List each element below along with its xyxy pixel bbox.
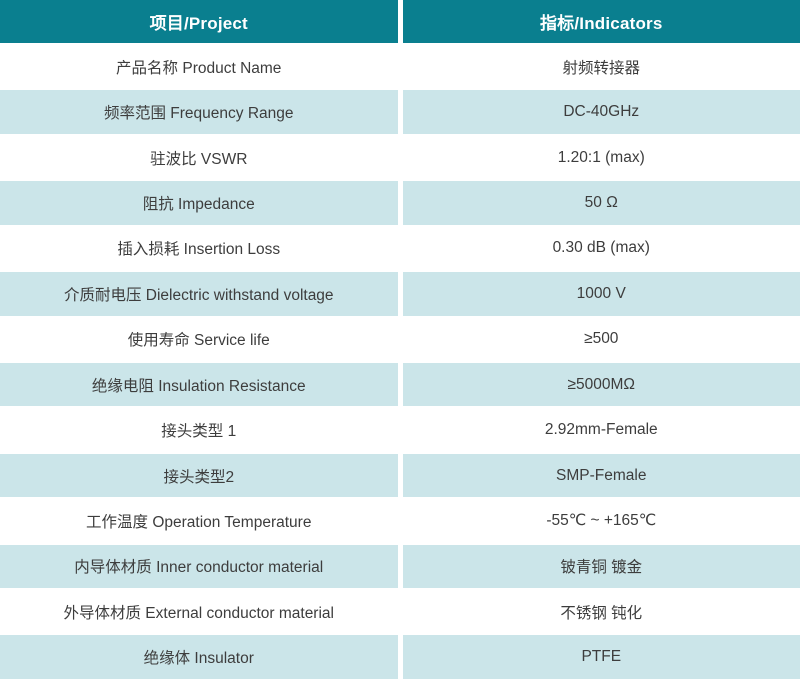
column-header-project: 项目/Project xyxy=(0,0,398,43)
table-row: 工作温度 Operation Temperature -55℃ ~ +165℃ xyxy=(0,499,800,543)
project-cell: 插入损耗 Insertion Loss xyxy=(0,226,398,271)
project-cell: 使用寿命 Service life xyxy=(0,317,398,361)
indicator-cell: 0.30 dB (max) xyxy=(402,226,800,271)
table-row: 频率范围 Frequency Range DC-40GHz xyxy=(0,90,800,134)
table-row: 使用寿命 Service life ≥500 xyxy=(0,317,800,361)
table-row: 内导体材质 Inner conductor material 铍青铜 镀金 xyxy=(0,544,800,589)
project-cell: 驻波比 VSWR xyxy=(0,135,398,180)
table-row: 绝缘电阻 Insulation Resistance ≥5000MΩ xyxy=(0,362,800,407)
project-cell: 绝缘电阻 Insulation Resistance xyxy=(0,362,398,407)
indicator-cell: 1.20:1 (max) xyxy=(402,135,800,180)
indicator-cell: SMP-Female xyxy=(402,453,800,498)
indicator-cell: ≥500 xyxy=(402,317,800,361)
project-cell: 介质耐电压 Dielectric withstand voltage xyxy=(0,272,398,316)
indicator-cell: 铍青铜 镀金 xyxy=(402,544,800,589)
indicator-cell: 不锈钢 钝化 xyxy=(402,590,800,634)
table-row: 绝缘体 Insulator PTFE xyxy=(0,635,800,679)
indicator-cell: PTFE xyxy=(402,635,800,679)
indicator-cell: -55℃ ~ +165℃ xyxy=(402,499,800,543)
table-row: 插入损耗 Insertion Loss 0.30 dB (max) xyxy=(0,226,800,271)
indicator-cell: 50 Ω xyxy=(402,181,800,225)
indicator-cell: 1000 V xyxy=(402,272,800,316)
table-row: 接头类型 1 2.92mm-Female xyxy=(0,408,800,452)
table-body: 产品名称 Product Name 射频转接器 频率范围 Frequency R… xyxy=(0,45,800,679)
project-cell: 外导体材质 External conductor material xyxy=(0,590,398,634)
indicator-cell: DC-40GHz xyxy=(402,90,800,134)
project-cell: 工作温度 Operation Temperature xyxy=(0,499,398,543)
project-cell: 绝缘体 Insulator xyxy=(0,635,398,679)
project-cell: 频率范围 Frequency Range xyxy=(0,90,398,134)
project-cell: 内导体材质 Inner conductor material xyxy=(0,544,398,589)
table-row: 产品名称 Product Name 射频转接器 xyxy=(0,45,800,89)
table-header-row: 项目/Project 指标/Indicators xyxy=(0,0,800,43)
indicator-cell: ≥5000MΩ xyxy=(402,362,800,407)
table-row: 驻波比 VSWR 1.20:1 (max) xyxy=(0,135,800,180)
project-cell: 产品名称 Product Name xyxy=(0,45,398,89)
column-header-indicators: 指标/Indicators xyxy=(402,0,800,43)
table-row: 外导体材质 External conductor material 不锈钢 钝化 xyxy=(0,590,800,634)
indicator-cell: 2.92mm-Female xyxy=(402,408,800,452)
indicator-cell: 射频转接器 xyxy=(402,45,800,89)
project-cell: 接头类型2 xyxy=(0,453,398,498)
table-row: 介质耐电压 Dielectric withstand voltage 1000 … xyxy=(0,272,800,316)
project-cell: 阻抗 Impedance xyxy=(0,181,398,225)
project-cell: 接头类型 1 xyxy=(0,408,398,452)
table-row: 接头类型2 SMP-Female xyxy=(0,453,800,498)
table-row: 阻抗 Impedance 50 Ω xyxy=(0,181,800,225)
